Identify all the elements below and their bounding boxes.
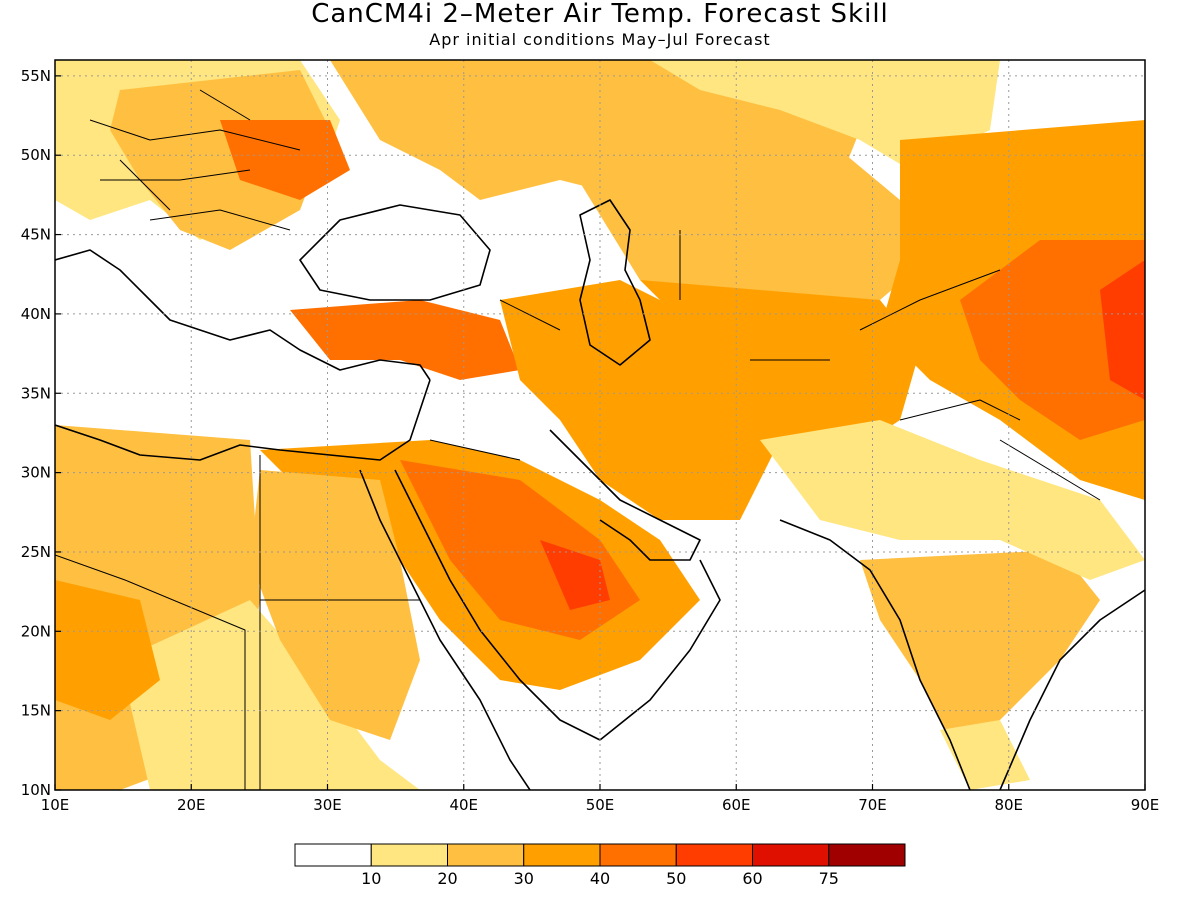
colorbar-swatch	[294, 843, 372, 867]
red-sea-east	[394, 469, 601, 741]
x-tick-label: 80E	[994, 796, 1023, 814]
latitude-axis: 10N 15N 20N 25N 30N 35N 40N 45N 50N 55N	[21, 67, 61, 799]
colorbar-label: 60	[742, 869, 762, 888]
x-tick-label: 50E	[586, 796, 615, 814]
colorbar-swatch	[447, 843, 525, 867]
x-tick-label: 70E	[858, 796, 887, 814]
longitude-axis: 10E 20E 30E 40E 50E 60E 70E 80E 90E	[41, 784, 1160, 814]
skill-region-central-asia	[640, 280, 920, 460]
y-tick-label: 30N	[21, 464, 51, 482]
colorbar-label: 30	[514, 869, 534, 888]
y-tick-label: 40N	[21, 305, 51, 323]
x-tick-label: 10E	[41, 796, 70, 814]
colorbar-label: 50	[666, 869, 686, 888]
y-tick-label: 55N	[21, 67, 51, 85]
colorbar-swatch	[370, 843, 448, 867]
mediterranean-coast-south	[55, 379, 431, 461]
y-tick-label: 10N	[21, 781, 51, 799]
y-tick-label: 15N	[21, 702, 51, 720]
map-panel: 10E 20E 30E 40E 50E 60E 70E 80E 90E 10N 15N 20N 25N…	[21, 59, 1160, 814]
skill-region-egypt-sudan	[250, 470, 420, 740]
skill-region-ukraine	[220, 120, 350, 200]
chart-subtitle: Apr initial conditions May–Jul Forecast	[429, 30, 770, 49]
red-sea	[359, 469, 531, 790]
x-tick-label: 40E	[449, 796, 478, 814]
colorbar-swatch	[599, 843, 677, 867]
colorbar-swatch	[828, 843, 906, 867]
india-coast	[779, 519, 971, 790]
chart-title: CanCM4i 2–Meter Air Temp. Forecast Skill	[311, 0, 889, 29]
x-tick-label: 30E	[313, 796, 342, 814]
x-tick-label: 60E	[722, 796, 751, 814]
skill-region-india	[860, 550, 1100, 740]
colorbar-swatch	[752, 843, 830, 867]
coastlines	[55, 89, 1145, 790]
black-sea	[299, 204, 491, 301]
skill-region-tibet-core	[1100, 260, 1145, 400]
y-tick-label: 45N	[21, 226, 51, 244]
india-east-coast	[999, 589, 1145, 790]
caspian-sea	[579, 199, 651, 366]
y-tick-label: 50N	[21, 146, 51, 164]
arabian-coast	[599, 559, 721, 741]
skill-region-arabia-hot	[540, 540, 610, 610]
colorbar-label: 40	[590, 869, 610, 888]
europe-borders	[89, 89, 301, 231]
colorbar-label: 75	[819, 869, 839, 888]
colorbar-label: 20	[437, 869, 457, 888]
y-tick-label: 35N	[21, 384, 51, 402]
y-tick-label: 20N	[21, 622, 51, 640]
border-lines	[55, 230, 1101, 790]
skill-region-india-north	[760, 420, 1145, 580]
y-tick-label: 25N	[21, 543, 51, 561]
skill-region-chad	[55, 580, 160, 720]
colorbar: 10 20 30 40 50 60 75	[294, 843, 906, 888]
lat-lon-grid	[55, 60, 1145, 790]
x-tick-label: 20E	[177, 796, 206, 814]
skill-region-turkey	[290, 300, 520, 380]
skill-fill-layer	[55, 60, 1145, 790]
colorbar-swatch	[523, 843, 601, 867]
x-tick-label: 90E	[1131, 796, 1160, 814]
colorbar-label: 10	[361, 869, 381, 888]
mediterranean-coast-north	[55, 249, 431, 381]
skill-region-sahara-light	[120, 600, 420, 790]
colorbar-swatch	[675, 843, 753, 867]
skill-region-tibet	[960, 240, 1145, 440]
